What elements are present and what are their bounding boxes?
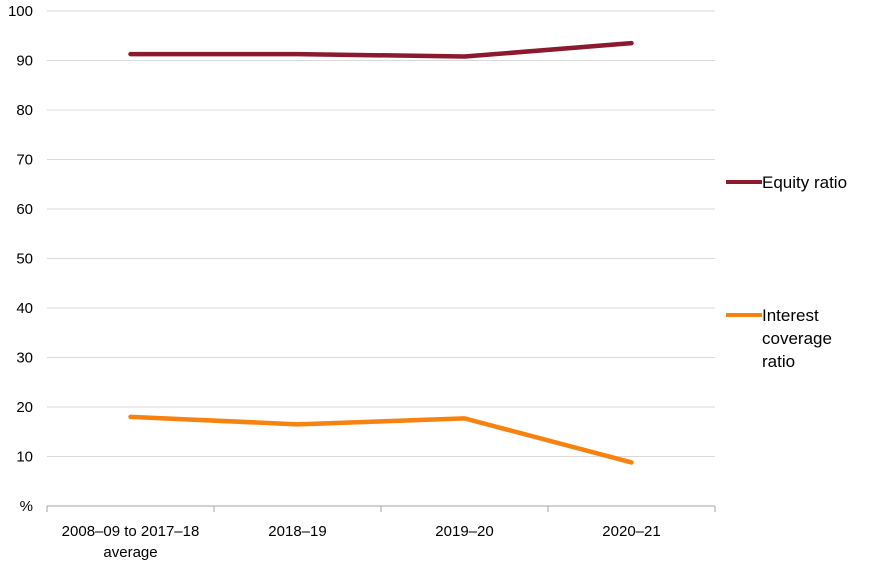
y-tick-label: %: [20, 498, 33, 515]
y-tick-label: 60: [16, 201, 33, 218]
legend-label-interest-coverage-ratio: Interest coverage ratio: [762, 306, 832, 371]
x-tick-label: 2020–21: [602, 523, 660, 540]
legend-item-equity-ratio: Equity ratio: [726, 171, 852, 194]
legend-swatch-interest-coverage-ratio: [726, 313, 762, 317]
legend-swatch-equity-ratio: [726, 180, 762, 184]
legend-item-interest-coverage-ratio: Interest coverage ratio: [726, 304, 852, 373]
y-axis-tick-labels: % 10 20 30 40 50 60 70 80 90 100: [8, 3, 33, 515]
series-line: [128, 40, 634, 59]
x-tick-label: 2008–09 to 2017–18: [62, 523, 200, 540]
x-axis-tick-labels: 2008–09 to 2017–18 average 2018–19 2019–20 2…: [62, 523, 661, 561]
y-tick-label: 10: [16, 449, 33, 466]
series-line: [128, 414, 634, 465]
legend-label-equity-ratio: Equity ratio: [762, 173, 848, 192]
x-axis: [46, 505, 716, 512]
x-tick-label: average: [103, 544, 157, 561]
x-tick-label: 2019–20: [435, 523, 493, 540]
series-lines: [128, 40, 634, 465]
y-tick-label: 90: [16, 53, 33, 70]
y-tick-label: 100: [8, 3, 33, 20]
y-tick-label: 70: [16, 152, 33, 169]
x-tick-label: 2018–19: [268, 523, 326, 540]
gridlines: [47, 10, 715, 457]
y-tick-label: 20: [16, 399, 33, 416]
y-tick-label: 40: [16, 300, 33, 317]
y-tick-label: 30: [16, 350, 33, 367]
y-tick-label: 50: [16, 251, 33, 268]
y-tick-label: 80: [16, 102, 33, 119]
